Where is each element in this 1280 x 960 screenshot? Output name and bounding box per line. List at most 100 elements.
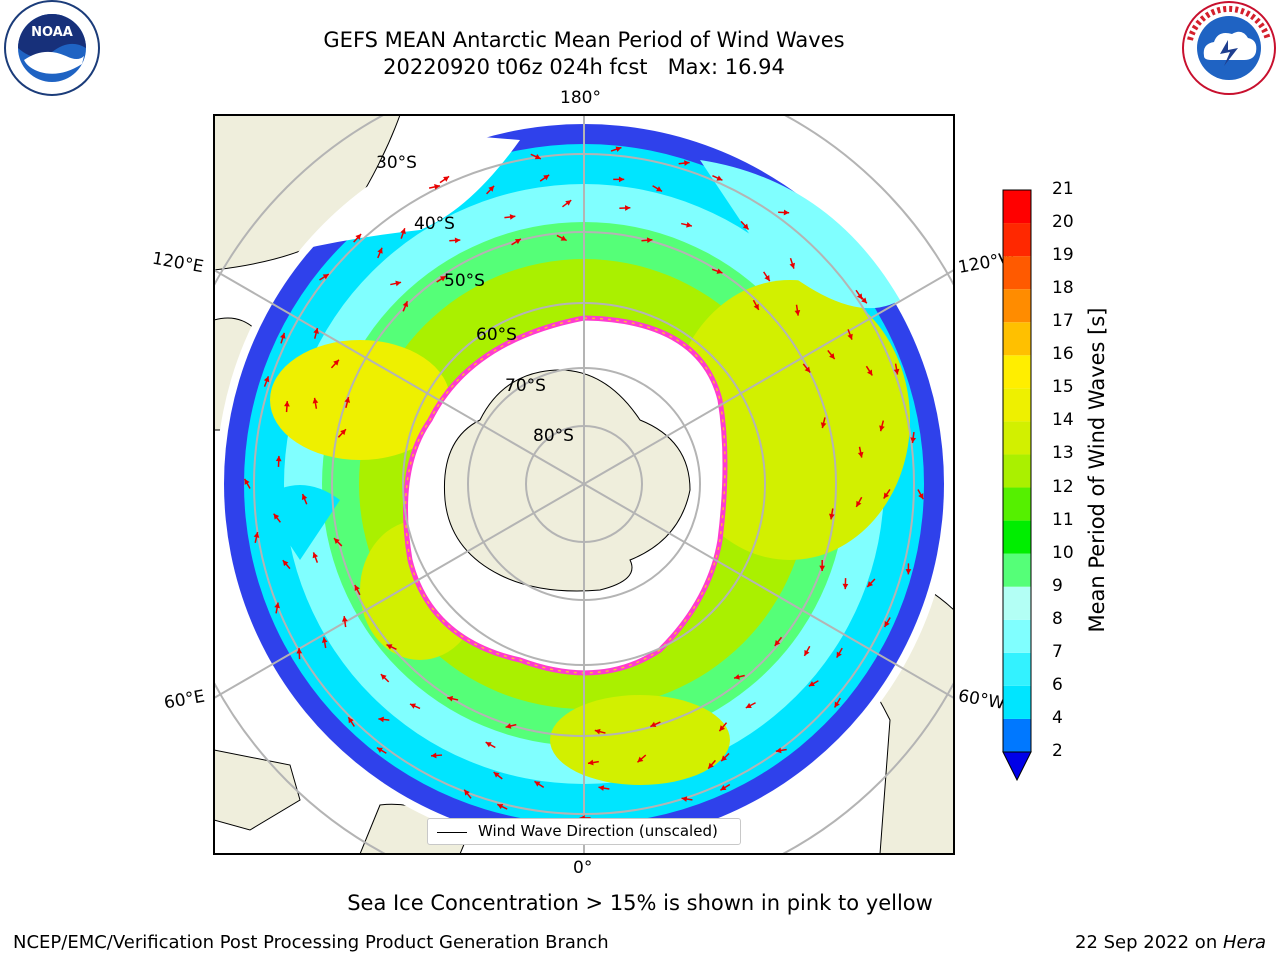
- colorbar-segment: [1003, 256, 1031, 290]
- legend-label: Wind Wave Direction (unscaled): [478, 822, 718, 840]
- colorbar-tick-label: 20: [1052, 212, 1074, 233]
- wave-direction-arrowhead: [847, 333, 853, 340]
- wave-direction-arrowhead: [439, 276, 446, 282]
- colorbar-tick-label: 9: [1052, 575, 1063, 596]
- colorbar-tick-label: 16: [1052, 344, 1074, 365]
- wave-direction-arrowhead: [656, 186, 663, 192]
- wave-direction-arrowhead: [716, 268, 723, 274]
- lon-label-180: 180°: [560, 88, 601, 108]
- wave-direction-arrowhead: [624, 205, 631, 211]
- wave-direction-arrowhead: [275, 455, 282, 462]
- wave-direction-arrowhead: [312, 552, 319, 559]
- wave-direction-arrowhead: [333, 538, 340, 544]
- colorbar-segment: [1003, 355, 1031, 389]
- footer-date-text: 22 Sep 2022 on: [1075, 932, 1223, 953]
- graticule: [214, 115, 954, 854]
- lat-label-40s: 40°S: [414, 214, 455, 234]
- wave-direction-arrowhead: [804, 649, 810, 656]
- sea-ice-caption: Sea Ice Concentration > 15% is shown in …: [347, 891, 933, 915]
- colorbar-tick-label: 13: [1052, 443, 1074, 464]
- chart-title: GEFS MEAN Antarctic Mean Period of Wind …: [323, 28, 845, 52]
- colorbar-segment: [1003, 223, 1031, 257]
- wave-direction-arrowhead: [485, 742, 492, 748]
- colorbar-tick-label: 10: [1052, 542, 1074, 563]
- wave-direction-arrowhead: [493, 772, 500, 778]
- colorbar-segment: [1003, 487, 1031, 521]
- wave-direction-arrowhead: [434, 184, 440, 190]
- wave-direction-arrowhead: [650, 721, 657, 727]
- colorbar-segment: [1003, 190, 1031, 224]
- wave-direction-arrowhead: [681, 796, 688, 802]
- colorbar-tick-label: 11: [1052, 509, 1074, 530]
- wave-direction-arrowhead: [321, 637, 328, 643]
- wave-direction-arrowhead: [488, 185, 495, 192]
- wave-direction-arrowhead: [905, 569, 912, 575]
- lon-label-0: 0°: [573, 858, 593, 878]
- chart-subtitle: 20220920 t06z 024h fcst Max: 16.94: [383, 55, 785, 79]
- colorbar-segment: [1003, 520, 1031, 554]
- wave-direction-arrowhead: [594, 728, 601, 735]
- wave-direction-arrowhead: [342, 616, 348, 622]
- wave-direction-arrowhead: [378, 716, 384, 723]
- wave-direction-arrowhead: [842, 583, 849, 590]
- wave-direction-arrowhead: [543, 174, 550, 181]
- colorbar-segment: [1003, 685, 1031, 719]
- wave-direction-arrowhead: [280, 332, 286, 339]
- wave-direction-arrowhead: [376, 747, 383, 753]
- legend-line-swatch: [437, 832, 467, 833]
- wave-direction-arrowhead: [893, 368, 900, 375]
- wave-direction-arrowhead: [344, 397, 351, 403]
- wave-direction-arrowhead: [861, 297, 867, 304]
- colorbar-segment: [1003, 586, 1031, 620]
- colorbar-segment: [1003, 322, 1031, 356]
- wave-direction-arrowhead: [783, 209, 790, 216]
- colorbar-segment: [1003, 718, 1031, 752]
- wave-direction-arrowhead: [514, 238, 521, 245]
- map-frame: [213, 114, 955, 855]
- wave-direction-arrowhead: [789, 262, 796, 269]
- wave-direction-arrowhead: [340, 429, 346, 436]
- wave-direction-arrowhead: [734, 674, 740, 680]
- wave-direction-arrowhead: [867, 581, 874, 587]
- wave-direction-arrowhead: [454, 237, 461, 244]
- wave-direction-arrowhead: [883, 492, 890, 499]
- noaa-logo-icon: NOAA: [4, 0, 100, 96]
- footer-credit: NCEP/EMC/Verification Post Processing Pr…: [13, 932, 609, 953]
- wind-wave-direction-arrows: [243, 146, 924, 821]
- colorbar: [1002, 189, 1032, 782]
- wave-direction-arrowhead: [296, 648, 303, 654]
- wave-direction-arrowhead: [618, 176, 625, 183]
- wave-direction-arrowhead: [918, 493, 924, 500]
- wave-direction-arrowhead: [464, 789, 470, 796]
- wave-direction-arrowhead: [447, 695, 454, 702]
- wave-direction-arrowhead: [879, 425, 885, 432]
- nws-logo-icon: [1182, 1, 1276, 95]
- wave-direction-arrowhead: [409, 703, 416, 709]
- colorbar-tick-label: 21: [1052, 179, 1074, 199]
- wave-direction-arrowhead: [534, 154, 541, 160]
- wave-direction-arrowhead: [820, 422, 827, 429]
- wave-direction-arrowhead: [400, 228, 406, 235]
- colorbar-tick-label: 12: [1052, 476, 1074, 497]
- wave-direction-arrowhead: [354, 585, 360, 592]
- wave-direction-arrowhead: [721, 755, 728, 762]
- wave-direction-arrowhead: [534, 781, 541, 787]
- wave-direction-arrowhead: [828, 513, 835, 520]
- colorbar-extend-arrow: [1002, 751, 1032, 782]
- wave-direction-arrowhead: [637, 756, 644, 763]
- wave-direction-arrowhead: [836, 651, 842, 658]
- colorbar-segment: [1003, 619, 1031, 653]
- wave-direction-arrowhead: [386, 644, 393, 650]
- colorbar-segment: [1003, 553, 1031, 587]
- wave-direction-arrowhead: [402, 301, 409, 308]
- wave-direction-arrowhead: [884, 621, 890, 628]
- svg-text:NOAA: NOAA: [31, 25, 73, 40]
- wave-direction-arrowhead: [560, 235, 567, 241]
- colorbar-segment: [1003, 289, 1031, 323]
- wave-direction-arrowhead: [284, 401, 290, 407]
- wave-direction-arrowhead: [867, 369, 873, 376]
- wave-direction-arrowhead: [565, 200, 572, 206]
- wave-direction-arrowhead: [395, 280, 402, 287]
- wave-direction-arrowhead: [745, 702, 752, 708]
- colorbar-tick-label: 19: [1052, 245, 1074, 266]
